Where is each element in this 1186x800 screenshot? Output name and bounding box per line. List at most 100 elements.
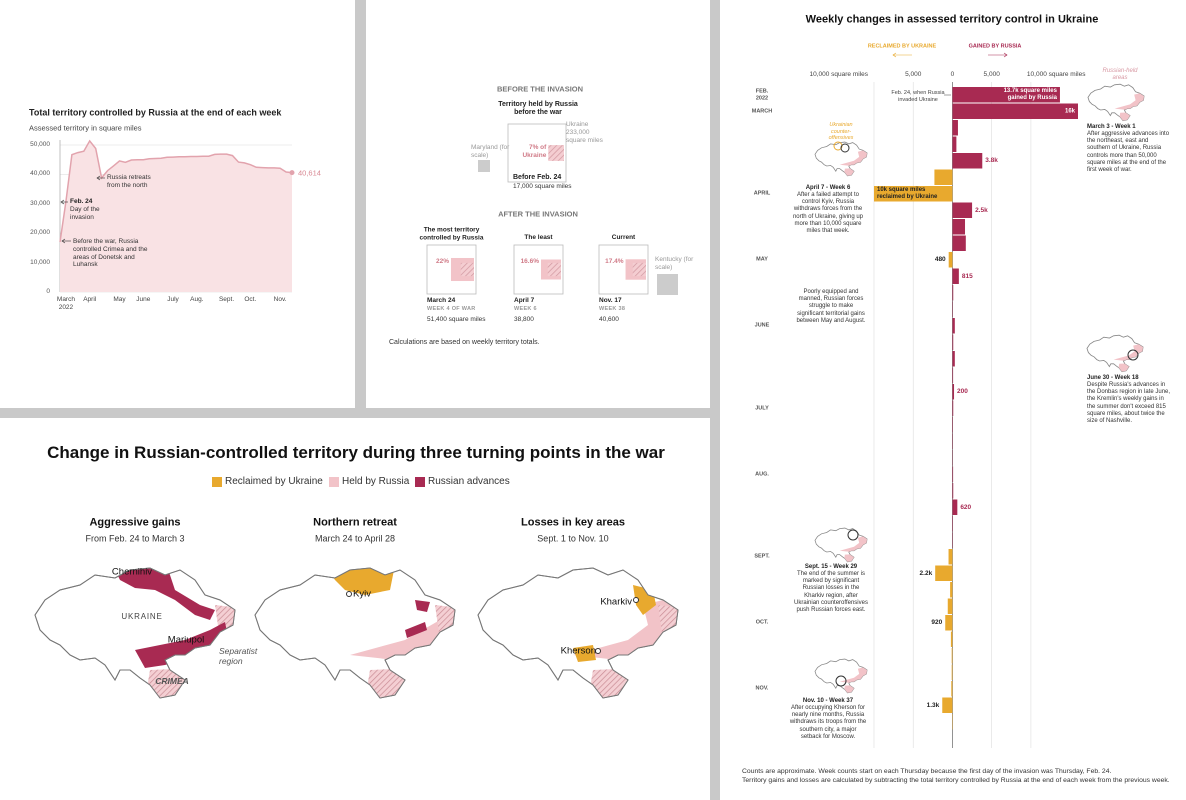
ukraine-area: 233,000 square miles bbox=[566, 129, 603, 144]
chart-subtitle: Assessed territory in square miles bbox=[29, 123, 142, 133]
y-tick-label: 10,000 bbox=[30, 258, 50, 266]
bar bbox=[952, 367, 954, 383]
y-tick-label: MAY bbox=[756, 256, 768, 263]
bar bbox=[951, 681, 953, 697]
city-label: Kyiv bbox=[353, 588, 371, 600]
scale-label: Maryland (for scale) bbox=[471, 144, 510, 159]
date: Before Feb. 24 bbox=[513, 174, 562, 181]
country-label: UKRAINE bbox=[121, 612, 163, 622]
share-label: 7% of Ukraine bbox=[522, 144, 547, 159]
y-tick-label: SEPT. bbox=[754, 553, 770, 560]
y-tick-label: 50,000 bbox=[30, 141, 50, 149]
value-label: 3.8k bbox=[985, 157, 998, 165]
date: April 7 bbox=[514, 297, 535, 304]
value-label: 1.3k bbox=[926, 701, 940, 709]
note-text: Despite Russia's advances in the Donbas … bbox=[1087, 382, 1171, 424]
annotation: Before the war, Russia controlled Crimea… bbox=[73, 238, 148, 269]
bar bbox=[874, 186, 953, 202]
y-tick-label: JULY bbox=[755, 405, 769, 412]
bar bbox=[947, 598, 953, 614]
scale-square bbox=[478, 160, 490, 172]
item-title: The most territory controlled by Russia bbox=[419, 226, 484, 242]
note-text: The end of the summer is marked by signi… bbox=[794, 571, 868, 613]
annotation: Poorly equipped and manned, Russian forc… bbox=[796, 289, 866, 324]
share-label: 17.4% bbox=[605, 257, 624, 265]
legend-arrow bbox=[988, 52, 1008, 58]
value-label: 200 bbox=[957, 388, 968, 396]
map-title: Losses in key areas bbox=[521, 516, 625, 529]
value-label: 2.2k bbox=[919, 569, 933, 577]
share-label: 22% bbox=[435, 257, 449, 265]
bar bbox=[952, 219, 966, 235]
legend-label: RECLAIMED BY UKRAINE bbox=[867, 43, 937, 50]
end-dot bbox=[289, 170, 295, 176]
value-label: 10k square miles reclaimed by Ukraine bbox=[877, 187, 938, 201]
legend-label: Russian advances bbox=[428, 476, 510, 487]
annotation-arrowhead bbox=[96, 175, 101, 181]
bar bbox=[952, 153, 983, 169]
region-label: Separatist region bbox=[219, 646, 258, 667]
mini-marker bbox=[847, 529, 859, 541]
x-tick-label: June bbox=[136, 296, 151, 303]
bar bbox=[935, 565, 953, 581]
map-subtitle: March 24 to April 28 bbox=[314, 533, 396, 544]
legend-arrow bbox=[892, 52, 912, 58]
value-label: 2.5k bbox=[975, 206, 988, 214]
item-title: The least bbox=[524, 234, 553, 242]
ukraine-label: Ukraine bbox=[566, 121, 589, 128]
mini-marker bbox=[840, 143, 850, 153]
week: WEEK 6 bbox=[514, 306, 537, 312]
mini-marker bbox=[833, 141, 843, 151]
legend-swatch bbox=[212, 477, 222, 487]
bar bbox=[945, 615, 953, 631]
value-label: 620 bbox=[960, 503, 972, 511]
area bbox=[60, 140, 292, 292]
city-label: Kherson bbox=[560, 645, 596, 657]
city-marker bbox=[346, 591, 352, 597]
bar bbox=[951, 648, 953, 664]
city-marker bbox=[595, 648, 601, 654]
legend-swatch bbox=[415, 477, 425, 487]
value-label: 480 bbox=[934, 256, 946, 264]
mini-marker bbox=[835, 675, 847, 687]
chart-title: Weekly changes in assessed territory con… bbox=[805, 13, 1099, 26]
x-tick-label: May bbox=[113, 296, 126, 303]
city-label: Kharkiv bbox=[600, 596, 632, 608]
section-heading: BEFORE THE INVASION bbox=[496, 84, 584, 94]
note-title: June 30 - Week 18 bbox=[1087, 375, 1139, 381]
area-label: 17,000 square miles bbox=[513, 183, 572, 190]
bar bbox=[952, 103, 1078, 119]
section-title: Territory held by Russia before the war bbox=[498, 101, 578, 117]
x-tick-label: 5,000 bbox=[983, 71, 1000, 79]
panel bbox=[366, 0, 710, 408]
value-label: 13.7k square miles gained by Russia bbox=[1003, 88, 1057, 102]
area-label: 40,600 bbox=[599, 316, 619, 323]
map-title: Northern retreat bbox=[313, 516, 397, 529]
city-label: Mariupol bbox=[167, 634, 205, 646]
note-title: April 7 - Week 6 bbox=[805, 185, 851, 191]
area-line bbox=[59, 139, 293, 243]
bar bbox=[950, 631, 953, 647]
value-label: 16k bbox=[1064, 108, 1075, 115]
bar bbox=[952, 87, 1060, 103]
annotation-arrowhead bbox=[60, 199, 65, 205]
bar bbox=[952, 351, 955, 367]
x-tick-label: Sept. bbox=[218, 296, 235, 303]
bar bbox=[952, 285, 954, 301]
bar bbox=[942, 697, 953, 713]
scale-label: Kentucky (for scale) bbox=[655, 256, 694, 271]
bar bbox=[948, 252, 953, 268]
x-tick-label: Nov. bbox=[273, 296, 287, 303]
item-title: Current bbox=[611, 234, 636, 242]
y-tick-label: NOV. bbox=[755, 685, 769, 692]
bar bbox=[952, 483, 954, 499]
map-subtitle: Sept. 1 to Nov. 10 bbox=[537, 533, 609, 544]
mini-marker bbox=[1127, 349, 1139, 361]
area-label: 38,800 bbox=[514, 316, 534, 323]
map-title: Aggressive gains bbox=[89, 516, 181, 529]
bar bbox=[952, 334, 954, 350]
pre-war-square bbox=[632, 262, 646, 277]
note-text: After occupying Kherson for nearly nine … bbox=[789, 705, 867, 740]
pre-war-square bbox=[548, 145, 564, 161]
